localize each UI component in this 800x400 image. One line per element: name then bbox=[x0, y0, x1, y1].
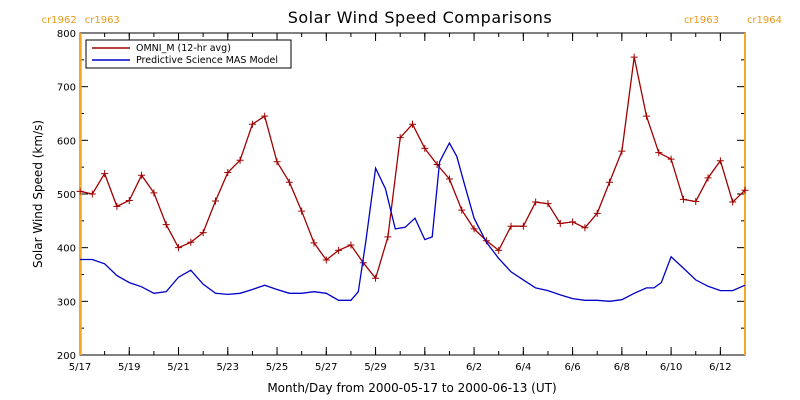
data-point-omni bbox=[679, 195, 687, 203]
legend-box bbox=[85, 39, 292, 69]
data-point-omni bbox=[162, 221, 170, 229]
y-tick-label: 600 bbox=[57, 136, 76, 147]
data-point-omni bbox=[150, 189, 158, 197]
data-point-omni bbox=[322, 256, 330, 264]
x-tick-label: 6/12 bbox=[709, 362, 731, 373]
x-tick-label: 6/8 bbox=[614, 362, 630, 373]
x-tick-label: 5/31 bbox=[414, 362, 436, 373]
legend: OMNI_M (12-hr avg) Predictive Science MA… bbox=[85, 39, 292, 69]
y-axis-label: Solar Wind Speed (km/s) bbox=[31, 120, 45, 268]
data-point-omni bbox=[199, 229, 207, 237]
data-point-omni bbox=[138, 171, 146, 179]
chart-title: Solar Wind Speed Comparisons bbox=[288, 8, 553, 27]
data-point-omni bbox=[630, 53, 638, 61]
x-tick-label: 5/21 bbox=[167, 362, 189, 373]
data-point-omni bbox=[175, 244, 183, 252]
x-tick-label: 5/29 bbox=[364, 362, 386, 373]
x-tick-label: 6/6 bbox=[565, 362, 581, 373]
y-tick-label: 500 bbox=[57, 190, 76, 201]
data-point-omni bbox=[544, 200, 552, 208]
data-point-omni bbox=[458, 206, 466, 214]
data-point-omni bbox=[729, 198, 737, 206]
x-tick-label: 5/17 bbox=[69, 362, 91, 373]
carrington-label-before: cr1963 bbox=[684, 15, 719, 26]
data-point-omni bbox=[581, 224, 589, 232]
data-point-omni bbox=[470, 225, 478, 233]
data-point-omni bbox=[495, 246, 503, 254]
x-tick-label: 5/27 bbox=[315, 362, 337, 373]
x-tick-label: 6/2 bbox=[466, 362, 482, 373]
data-point-omni bbox=[396, 134, 404, 142]
y-tick-label: 800 bbox=[57, 29, 76, 40]
data-point-omni bbox=[88, 190, 96, 198]
data-point-omni bbox=[421, 144, 429, 152]
legend-entry-omni: OMNI_M (12-hr avg) bbox=[136, 43, 231, 54]
data-point-omni bbox=[655, 149, 663, 157]
data-point-omni bbox=[569, 218, 577, 226]
carrington-label-after: cr1963 bbox=[85, 15, 120, 26]
data-point-omni bbox=[556, 220, 564, 228]
data-point-omni bbox=[606, 178, 614, 186]
data-point-omni bbox=[335, 246, 343, 254]
data-point-omni bbox=[642, 112, 650, 120]
x-tick-label: 5/25 bbox=[266, 362, 288, 373]
data-point-omni bbox=[298, 207, 306, 215]
data-point-omni bbox=[285, 178, 293, 186]
data-point-omni bbox=[692, 198, 700, 206]
legend-entry-model: Predictive Science MAS Model bbox=[136, 55, 278, 66]
data-point-omni bbox=[248, 120, 256, 128]
data-point-omni bbox=[409, 120, 416, 128]
data-point-omni bbox=[445, 175, 453, 183]
data-point-omni bbox=[532, 198, 540, 206]
x-axis: 5/17 5/19 5/21 5/23 5/25 5/27 5/29 5/31 6/2 6/4 6/… bbox=[69, 33, 746, 373]
data-point-omni bbox=[76, 187, 84, 195]
data-point-omni bbox=[273, 158, 281, 166]
x-tick-label: 6/10 bbox=[660, 362, 682, 373]
data-point-omni bbox=[211, 197, 219, 205]
x-tick-label: 5/19 bbox=[118, 362, 140, 373]
data-point-omni bbox=[593, 209, 601, 217]
series-line-model bbox=[80, 141, 746, 302]
data-point-omni bbox=[741, 186, 749, 194]
data-point-omni bbox=[372, 274, 380, 282]
data-point-omni bbox=[236, 156, 244, 164]
data-point-omni bbox=[618, 147, 626, 155]
x-tick-label: 5/23 bbox=[217, 362, 239, 373]
data-point-omni bbox=[261, 112, 269, 120]
x-axis-label: Month/Day from 2000-05-17 to 2000-06-13 … bbox=[267, 381, 556, 395]
carrington-label-before: cr1962 bbox=[42, 15, 77, 26]
data-point-omni bbox=[101, 170, 109, 178]
data-point-omni bbox=[224, 169, 232, 177]
data-point-omni bbox=[113, 202, 121, 210]
carrington-markers: cr1962 cr1963 cr1963 cr1964 bbox=[42, 15, 782, 355]
x-tick-label: 6/4 bbox=[515, 362, 531, 373]
data-point-omni bbox=[187, 238, 195, 246]
data-point-omni bbox=[519, 222, 527, 230]
data-point-omni bbox=[347, 241, 355, 249]
data-point-omni bbox=[310, 239, 318, 247]
y-tick-label: 300 bbox=[57, 297, 76, 308]
y-tick-label: 200 bbox=[57, 351, 76, 362]
data-point-omni bbox=[704, 174, 712, 182]
data-point-omni bbox=[667, 155, 675, 163]
data-point-omni bbox=[125, 196, 133, 204]
data-point-omni bbox=[716, 157, 724, 165]
y-tick-label: 700 bbox=[57, 83, 76, 94]
series-layer bbox=[76, 53, 749, 302]
data-point-omni bbox=[507, 222, 515, 230]
y-tick-label: 400 bbox=[57, 244, 76, 255]
carrington-label-after: cr1964 bbox=[747, 15, 782, 26]
data-point-omni bbox=[384, 233, 392, 241]
